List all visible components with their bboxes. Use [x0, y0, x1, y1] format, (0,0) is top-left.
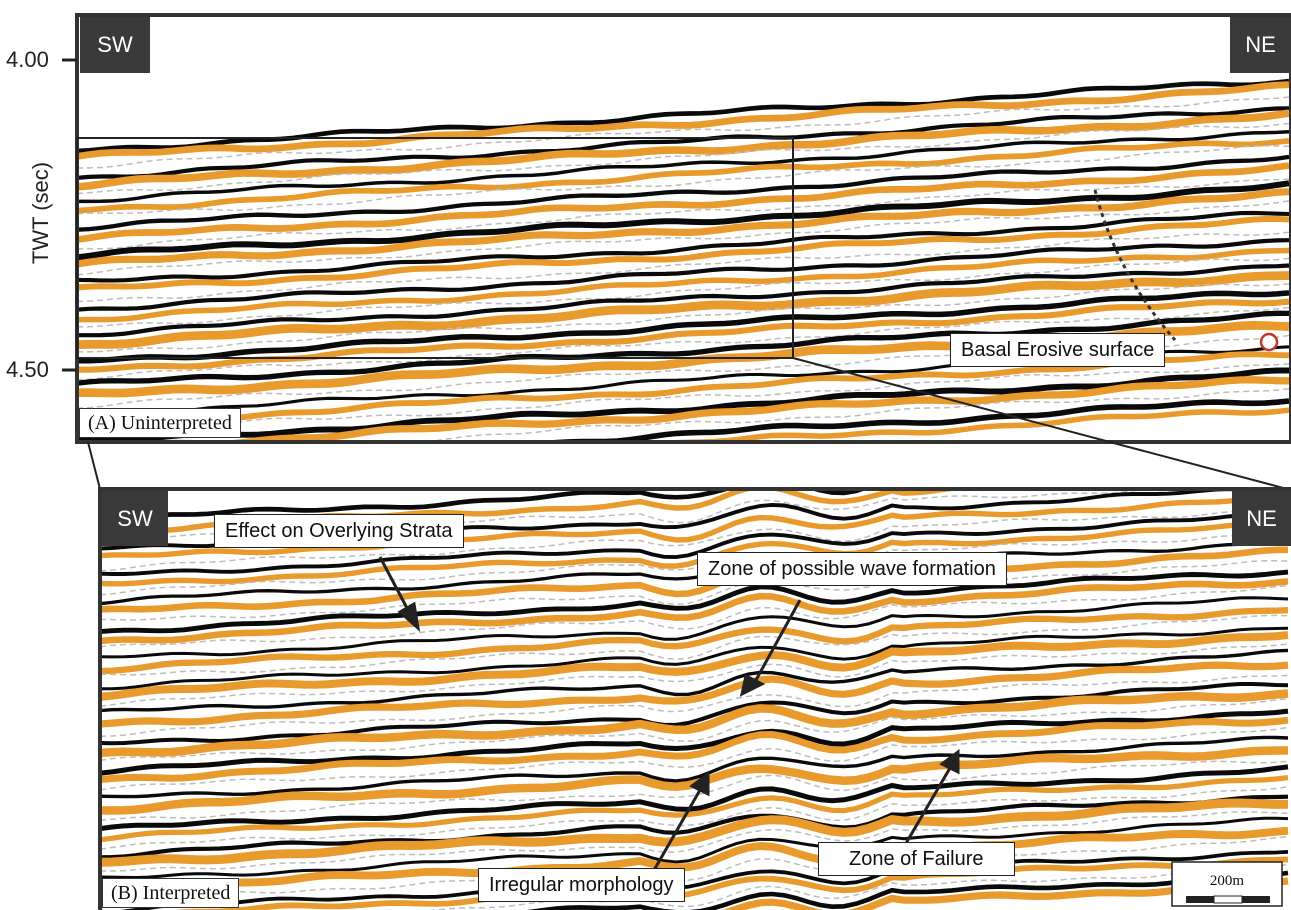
annotation-zone-wave-formation: Zone of possible wave formation [697, 552, 1007, 586]
tick-label-4-00: 4.00 [6, 47, 49, 72]
zoom-region-box [76, 137, 794, 359]
annotation-irregular-morphology: Irregular morphology [478, 868, 685, 902]
panel-b-reflectors [100, 489, 1289, 910]
annotation-zone-of-failure: Zone of Failure [818, 842, 1015, 876]
panel-b-frame [98, 487, 1291, 910]
panel-a-label: (A) Uninterpreted [79, 408, 241, 438]
annotation-basal-erosive-surface: Basal Erosive surface [950, 333, 1166, 367]
panel-b-ne-tag: NE [1232, 491, 1291, 546]
panel-b-label: (B) Interpreted [102, 878, 240, 908]
annotation-effect-overlying-strata: Effect on Overlying Strata [214, 514, 464, 548]
panel-a-sw-tag: SW [80, 17, 150, 73]
zoom-connector-left [87, 441, 101, 490]
zoom-connector-right [792, 357, 1291, 491]
scale-bar [1171, 861, 1283, 907]
panel-a-reflectors [77, 78, 1290, 442]
tick-label-4-50: 4.50 [6, 357, 49, 382]
annotation-arrows [378, 556, 960, 873]
scale-bar-label: 200m [1209, 873, 1245, 889]
erosive-boundary-dashed [1093, 189, 1177, 341]
panel-b-sw-tag: SW [102, 491, 168, 546]
basal-erosive-marker [1259, 332, 1279, 352]
axis-title: TWT (sec) [28, 161, 53, 265]
panel-a-ne-tag: NE [1230, 17, 1291, 73]
